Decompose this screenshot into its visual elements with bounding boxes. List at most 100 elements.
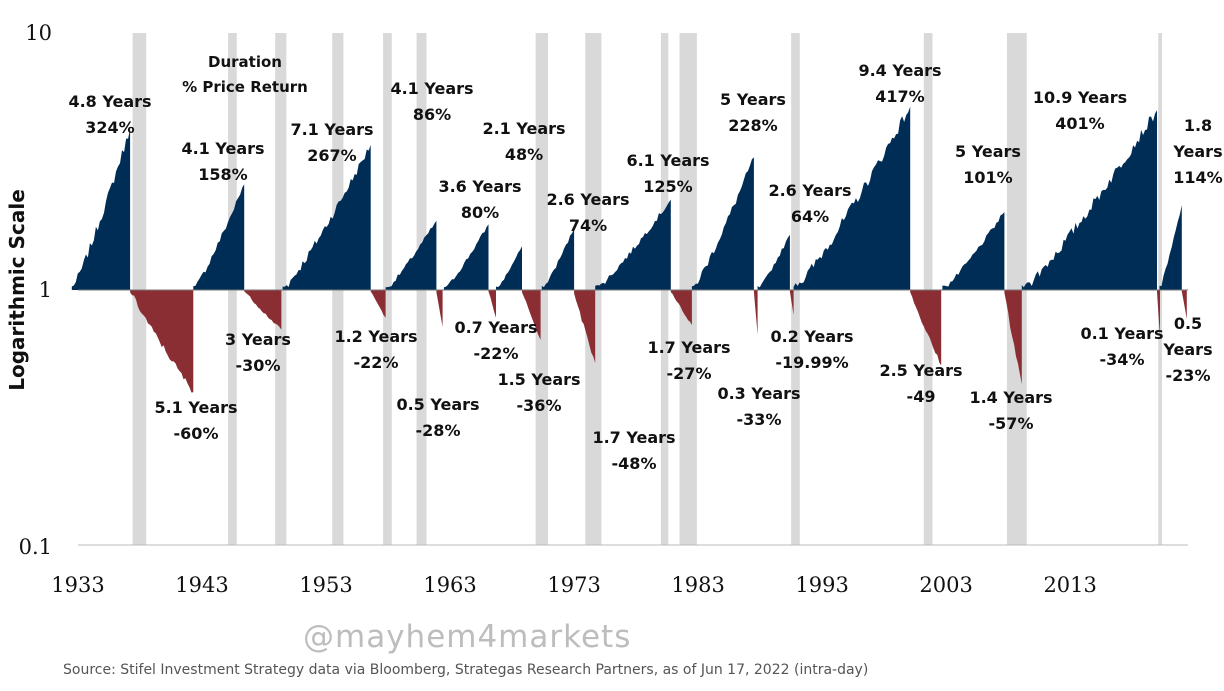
bear-annotation-11-line-1: -57% <box>989 414 1034 433</box>
bull-area-6 <box>541 228 575 290</box>
bull-area-4 <box>443 224 489 290</box>
bull-area-2 <box>282 144 371 290</box>
bull-annotation-13-line-2: 114% <box>1173 168 1222 187</box>
x-tick-label-1953: 1953 <box>299 573 352 597</box>
bear-annotation-13-line-2: -23% <box>1166 366 1211 385</box>
bull-annotation-9-line-0: 2.6 Years <box>768 181 851 200</box>
bear-annotation-9-line-1: -19.99% <box>775 353 848 372</box>
bear-annotation-1-line-1: -30% <box>236 356 281 375</box>
recession-band-0 <box>132 33 147 545</box>
bear-annotation-6-line-0: 1.7 Years <box>592 428 675 447</box>
bull-annotation-5-line-1: 48% <box>505 145 543 164</box>
legend-return-title: % Price Return <box>182 78 308 96</box>
y-axis-label: Logarithmic Scale <box>5 189 29 391</box>
bull-area-11 <box>942 212 1005 290</box>
bear-area-11 <box>1004 290 1022 385</box>
bear-area-0 <box>130 290 194 393</box>
bull-area-12 <box>1021 110 1157 290</box>
bull-annotation-4-line-1: 80% <box>461 203 499 222</box>
bull-annotation-3-line-0: 4.1 Years <box>390 79 473 98</box>
bull-annotation-10-line-0: 9.4 Years <box>858 61 941 80</box>
bear-area-2 <box>370 290 386 318</box>
bull-area-7 <box>595 199 671 290</box>
bear-area-6 <box>574 290 596 363</box>
bear-area-12 <box>1157 290 1160 337</box>
bull-annotation-6-line-1: 74% <box>569 216 607 235</box>
bull-annotation-11-line-1: 101% <box>963 168 1012 187</box>
bull-annotation-13-line-0: 1.8 <box>1184 116 1212 135</box>
bull-area-8 <box>691 157 754 290</box>
bear-annotation-0-line-0: 5.1 Years <box>154 398 237 417</box>
bear-annotation-10-line-1: -49 <box>907 387 936 406</box>
x-tick-label-1963: 1963 <box>423 573 476 597</box>
bear-annotation-11-line-0: 1.4 Years <box>969 388 1052 407</box>
bear-annotation-4-line-1: -22% <box>474 344 519 363</box>
x-tick-label-1943: 1943 <box>175 573 228 597</box>
bear-annotation-12-line-0: 0.1 Years <box>1080 324 1163 343</box>
bear-annotation-8-line-0: 0.3 Years <box>717 384 800 403</box>
bear-annotation-7-line-0: 1.7 Years <box>647 338 730 357</box>
bear-annotation-1-line-0: 3 Years <box>225 330 291 349</box>
recession-band-11 <box>923 33 933 545</box>
watermark: @mayhem4markets <box>303 619 632 655</box>
bear-annotation-8-line-1: -33% <box>737 410 782 429</box>
bull-annotation-7-line-0: 6.1 Years <box>626 151 709 170</box>
legend-duration-title: Duration <box>208 53 282 71</box>
bull-annotation-1-line-0: 4.1 Years <box>181 139 264 158</box>
bull-area-0 <box>71 128 131 290</box>
bear-annotation-9-line-0: 0.2 Years <box>770 327 853 346</box>
bear-area-3 <box>436 290 443 327</box>
bull-annotation-8-line-0: 5 Years <box>720 90 786 109</box>
x-tick-label-1993: 1993 <box>795 573 848 597</box>
bear-area-9 <box>789 290 794 315</box>
bear-annotation-3-line-0: 0.5 Years <box>396 395 479 414</box>
bull-annotation-10-line-1: 417% <box>875 87 924 106</box>
bull-area-5 <box>496 246 522 290</box>
bear-annotation-13-line-1: Years <box>1162 340 1212 359</box>
bull-annotation-5-line-0: 2.1 Years <box>482 119 565 138</box>
bear-area-8 <box>753 290 758 335</box>
bear-area-4 <box>488 290 496 318</box>
x-tick-label-2013: 2013 <box>1043 573 1096 597</box>
bear-annotation-12-line-1: -34% <box>1100 350 1145 369</box>
bull-area-9 <box>757 234 790 290</box>
recession-band-9 <box>679 33 697 545</box>
bear-annotation-2-line-0: 1.2 Years <box>334 327 417 346</box>
x-axis-ticks: 1933 1943 1953 1963 1973 1983 1993 2003 2013 <box>51 573 1097 597</box>
y-tick-label-10: 10 <box>25 21 52 45</box>
x-tick-label-1933: 1933 <box>51 573 104 597</box>
bear-annotation-7-line-1: -27% <box>667 364 712 383</box>
bull-area-13 <box>1159 205 1182 290</box>
bull-annotation-2-line-1: 267% <box>307 146 356 165</box>
market-areas <box>71 106 1187 393</box>
bear-annotation-2-line-1: -22% <box>354 353 399 372</box>
y-tick-label-0.1: 0.1 <box>19 535 52 559</box>
source-note: Source: Stifel Investment Strategy data … <box>63 662 869 678</box>
period-annotations: 4.8 Years 324% 4.1 Years 158% 7.1 Years 267% 4… <box>68 61 1222 473</box>
bear-annotation-0-line-1: -60% <box>174 424 219 443</box>
bear-area-7 <box>670 290 692 326</box>
bull-annotation-3-line-1: 86% <box>413 105 451 124</box>
bull-annotation-0-line-1: 324% <box>85 118 134 137</box>
x-tick-label-2003: 2003 <box>919 573 972 597</box>
bull-area-3 <box>385 220 437 290</box>
bull-annotation-9-line-1: 64% <box>791 207 829 226</box>
x-tick-label-1983: 1983 <box>671 573 724 597</box>
bear-annotation-4-line-0: 0.7 Years <box>454 318 537 337</box>
bull-area-10 <box>793 106 911 290</box>
bear-annotation-13-line-0: 0.5 <box>1174 314 1202 333</box>
bull-annotation-12-line-1: 401% <box>1055 114 1104 133</box>
y-tick-label-1: 1 <box>39 278 52 302</box>
bull-annotation-2-line-0: 7.1 Years <box>290 120 373 139</box>
bear-area-1 <box>244 290 282 330</box>
recession-band-2 <box>275 33 287 545</box>
bear-area-5 <box>522 290 541 340</box>
bull-annotation-11-line-0: 5 Years <box>955 142 1021 161</box>
bull-annotation-6-line-0: 2.6 Years <box>546 190 629 209</box>
recession-band-12 <box>1006 33 1027 545</box>
bear-annotation-5-line-0: 1.5 Years <box>497 370 580 389</box>
bull-annotation-8-line-1: 228% <box>728 116 777 135</box>
bull-annotation-4-line-0: 3.6 Years <box>438 177 521 196</box>
bull-annotation-12-line-0: 10.9 Years <box>1033 88 1127 107</box>
